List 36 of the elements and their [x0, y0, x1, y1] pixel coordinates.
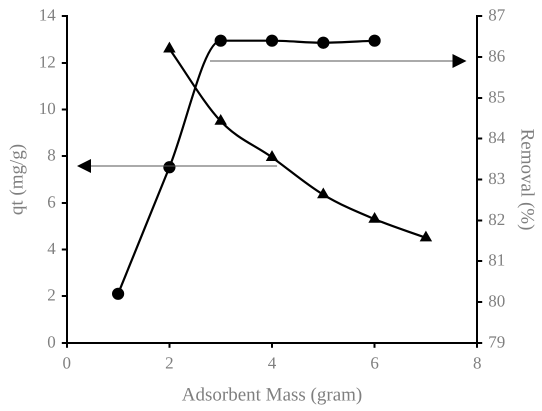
x-tick-label: 4	[268, 353, 277, 372]
x-axis-title: Adsorbent Mass (gram)	[182, 384, 362, 406]
point	[368, 34, 381, 47]
y-tick-label: 8	[47, 146, 56, 165]
y2-axis-title: Removal (%)	[516, 128, 538, 230]
y2-tick-label: 84	[488, 128, 506, 148]
y2-tick-label: 80	[488, 291, 506, 310]
y2-tick-label: 87	[488, 6, 506, 25]
y2-tick-label: 85	[488, 87, 506, 106]
x-tick-label: 8	[472, 353, 482, 372]
y-tick-label: 10	[38, 98, 56, 118]
y-tick-label: 12	[38, 52, 56, 72]
point	[214, 34, 227, 47]
point	[215, 115, 226, 125]
y2-tick-label: 79	[488, 332, 506, 352]
point	[318, 188, 329, 198]
y2-tick-label: 83	[488, 168, 506, 188]
x-tick-label: 0	[62, 353, 72, 372]
point	[369, 213, 380, 223]
x-tick-label: 2	[165, 353, 174, 372]
point	[266, 34, 278, 47]
point	[317, 36, 330, 49]
y-tick-label: 2	[47, 286, 56, 305]
y-tick-label: 0	[47, 332, 56, 352]
y2-tick-label: 86	[488, 46, 506, 66]
point	[420, 232, 432, 242]
x-tick-label: 6	[370, 353, 379, 372]
point	[266, 151, 278, 161]
y-tick-label: 14	[38, 6, 56, 25]
point	[164, 42, 175, 52]
point	[112, 288, 124, 300]
y2-tick-label: 81	[488, 250, 506, 270]
y-tick-label: 6	[47, 192, 56, 212]
y-tick-label: 4	[47, 238, 56, 258]
y-axis-title: qt (mg/g)	[6, 144, 28, 216]
y2-tick-label: 82	[488, 210, 506, 229]
